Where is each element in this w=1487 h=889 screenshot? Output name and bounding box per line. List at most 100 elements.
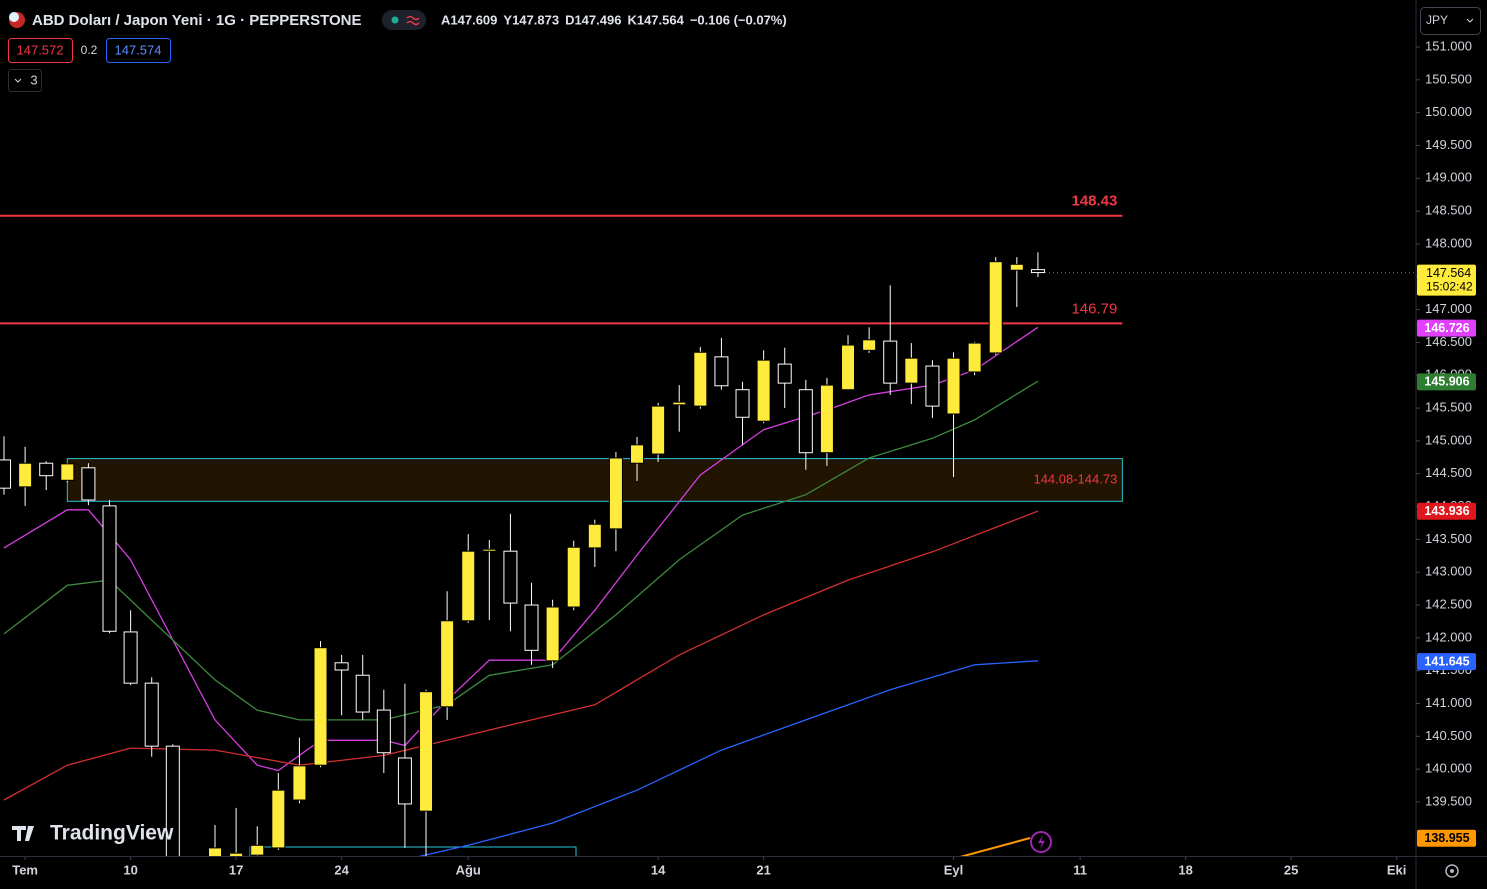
y-tick-label: 150.500 [1425, 71, 1472, 86]
candle-body [81, 467, 96, 501]
price-badge [1417, 373, 1476, 391]
candle-body [229, 852, 244, 856]
candle-body [208, 847, 223, 856]
price-badge [1417, 502, 1476, 520]
logo-icon [12, 826, 34, 841]
price-badge [1417, 829, 1476, 847]
candle-body [630, 444, 645, 464]
candle-body [714, 356, 729, 387]
y-tick-label: 144.500 [1425, 465, 1472, 480]
candle-body [313, 647, 328, 766]
price-badge-label: 146.726 [1424, 321, 1469, 335]
candle-body [862, 339, 877, 351]
candle-body [988, 261, 1003, 354]
ohlc-value: 147.609 [450, 12, 497, 27]
ohlc-letter: A [441, 12, 451, 27]
candle-body [292, 765, 307, 801]
candle-body [777, 363, 792, 384]
indicator-toggle[interactable] [8, 69, 42, 92]
y-tick-label: 143.000 [1425, 564, 1472, 579]
candle-body [925, 365, 940, 407]
ask-price: 147.574 [115, 42, 162, 57]
candle-body [0, 459, 12, 489]
countdown: 15:02:42 [1426, 280, 1473, 294]
y-tick-label: 140.000 [1425, 761, 1472, 776]
price-badge-label: 141.645 [1424, 654, 1469, 668]
y-tick-label: 143.500 [1425, 531, 1472, 546]
candle-body [334, 662, 349, 671]
y-tick-label: 149.500 [1425, 137, 1472, 152]
level-label: 146.79 [1071, 300, 1117, 317]
candle-body [524, 604, 539, 651]
candle-body [672, 401, 687, 406]
candle-body [566, 546, 581, 608]
x-tick-label: Tem [12, 862, 38, 877]
x-tick-label: Eki [1387, 862, 1407, 877]
y-tick-label: 148.500 [1425, 203, 1472, 218]
zone-edge [249, 846, 577, 856]
last-price: 147.564 [1426, 266, 1471, 280]
y-tick-label: 142.500 [1425, 596, 1472, 611]
candle-body [798, 389, 813, 454]
candle-body [397, 757, 412, 805]
candle-body [39, 462, 54, 477]
level-label: 148.43 [1071, 193, 1117, 210]
candle-body [60, 463, 75, 481]
x-tick-label: 11 [1073, 862, 1087, 877]
ohlc-letter: Y [503, 12, 512, 27]
candle-body [819, 384, 834, 454]
price-badge-label: 138.955 [1424, 831, 1469, 845]
x-tick-label: 21 [756, 862, 770, 877]
candle-body [841, 344, 856, 391]
last-price-badge [1417, 264, 1476, 296]
watermark: TradingView [50, 822, 174, 845]
candle-body [250, 844, 265, 856]
price-badge-label: 145.906 [1424, 375, 1469, 389]
symbol-title: ABD Doları / Japon Yeni · 1G · PEPPERSTO… [32, 12, 362, 29]
y-tick-label: 145.000 [1425, 432, 1472, 447]
chevron [14, 78, 22, 83]
x-tick-label: 18 [1178, 862, 1192, 877]
header: ABD Doları / Japon Yeni · 1G · PEPPERSTO… [8, 7, 1481, 878]
candle-body [693, 351, 708, 407]
ohlc-value: 147.496 [574, 12, 621, 27]
alert-icon[interactable] [1030, 831, 1052, 853]
candle-body [376, 709, 391, 754]
ask-box[interactable] [106, 38, 171, 63]
x-tick-label: Eyl [944, 862, 964, 877]
candle-body [1030, 269, 1045, 274]
candle-body [440, 620, 455, 708]
candle-body [419, 691, 434, 812]
y-tick-label: 142.000 [1425, 629, 1472, 644]
bid-box[interactable] [8, 38, 73, 63]
ohlc-value: 147.564 [637, 12, 685, 27]
settings-icon[interactable] [1445, 864, 1459, 878]
currency-select[interactable] [1420, 7, 1481, 35]
y-tick-label: 141.000 [1425, 695, 1472, 710]
trend-line [959, 837, 1031, 856]
candle-body [18, 462, 33, 488]
currency: JPY [1426, 13, 1448, 27]
price-badge-label: 143.936 [1424, 504, 1469, 518]
x-tick-label: Ağu [456, 862, 481, 877]
candle-body [461, 550, 476, 622]
x-tick-label: 25 [1284, 862, 1298, 877]
y-tick-label: 150.000 [1425, 104, 1472, 119]
price-badge [1417, 319, 1476, 337]
candle-body [123, 631, 138, 684]
y-tick-label: 139.500 [1425, 793, 1472, 808]
alert-icon [1038, 835, 1045, 849]
candle-body [904, 357, 919, 384]
y-tick-label: 149.000 [1425, 170, 1472, 185]
x-tick-label: 24 [334, 862, 349, 877]
candle-body [946, 357, 961, 415]
candle-body [165, 745, 180, 856]
candle-body [503, 550, 518, 604]
candle-body [651, 405, 666, 455]
status-dot [391, 16, 399, 24]
ma-line [3, 380, 1039, 721]
x-tick-label: 14 [651, 862, 666, 877]
bid-price: 147.572 [17, 42, 64, 57]
candle-body [756, 359, 771, 422]
